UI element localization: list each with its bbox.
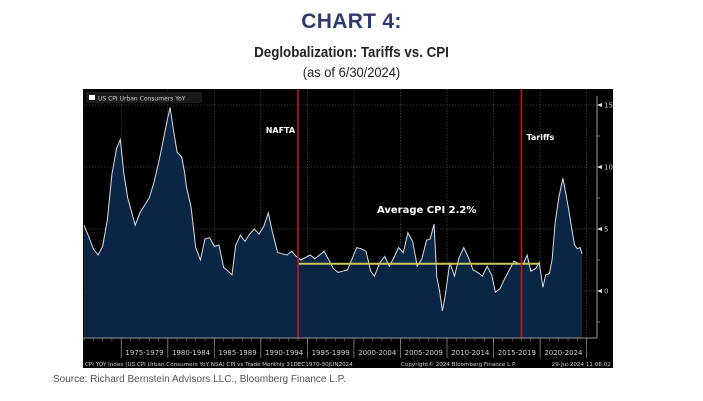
- x-tick-label: 1995-1999: [312, 349, 350, 357]
- y-tick-label: 15: [604, 102, 613, 110]
- x-tick-label: 2020-2024: [544, 349, 583, 357]
- x-tick-label: 2005-2009: [405, 349, 443, 357]
- x-tick-label: 1990-1994: [265, 349, 304, 357]
- source-note: Source: Richard Bernstein Advisors LLC.,…: [53, 374, 346, 385]
- y-tick-label: 10: [604, 164, 613, 172]
- legend-label: US CPI Urban Consumers YoY: [98, 96, 186, 103]
- footer-description: CPI YOY Index (US CPI Urban Consumers Yo…: [85, 362, 353, 368]
- x-tick-label: 2000-2004: [358, 349, 397, 357]
- footer-copyright: Copyright© 2024 Bloomberg Finance L.P.: [401, 361, 516, 368]
- y-tick-marker: [597, 289, 602, 293]
- x-tick-label: 1985-1989: [219, 349, 257, 357]
- x-tick-label: 1980-1984: [172, 349, 211, 357]
- x-tick-label: 1975-1979: [125, 349, 163, 357]
- y-tick-label: 5: [604, 226, 608, 234]
- y-tick-marker: [597, 103, 602, 107]
- x-tick-label: 2015-2019: [498, 349, 536, 357]
- x-tick-label: 2010-2014: [451, 349, 490, 357]
- legend: US CPI Urban Consumers YoY: [86, 92, 202, 103]
- legend-swatch: [89, 95, 95, 100]
- tariffs-label: Tariffs: [526, 133, 554, 142]
- cpi-area: [84, 107, 582, 338]
- y-tick-label: 0: [604, 288, 608, 296]
- average-cpi-label: Average CPI 2.2%: [377, 205, 476, 216]
- y-axis-ticks: 0 5 10 15: [597, 102, 613, 323]
- footer-timestamp: 29-Jul-2024 11:06:02: [552, 362, 611, 368]
- y-tick-marker: [597, 227, 602, 231]
- cpi-line: [83, 107, 583, 311]
- nafta-label: NAFTA: [266, 126, 296, 135]
- as-of-date: (as of 6/30/2024): [302, 64, 401, 80]
- chart-title: CHART 4:: [301, 10, 402, 33]
- x-axis-ticks: 1975-1979 1980-1984 1985-1989 1990-1994 1995…: [83, 338, 588, 358]
- y-tick-marker: [597, 165, 602, 169]
- chart-subtitle: Deglobalization: Tariffs vs. CPI: [254, 45, 449, 61]
- legend-background: [86, 92, 202, 103]
